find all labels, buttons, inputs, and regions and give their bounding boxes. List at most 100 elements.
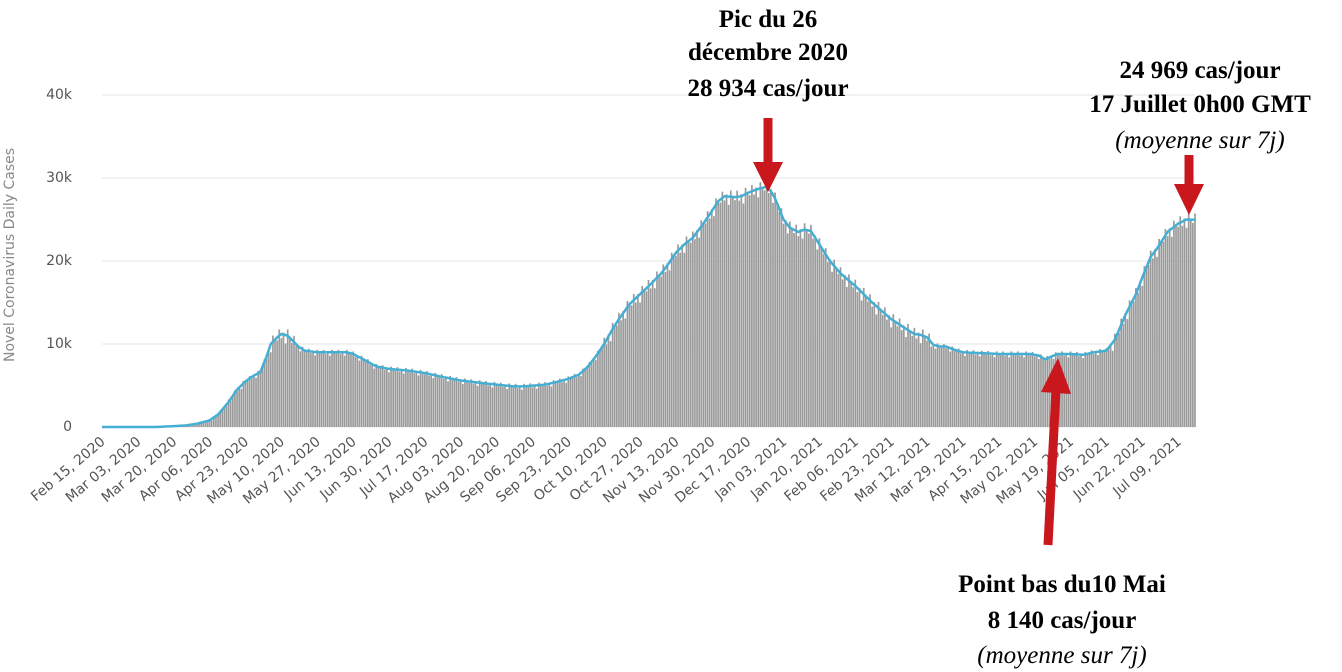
bar [544,382,546,427]
bar [417,375,420,427]
bar [1016,351,1019,427]
bar [666,263,669,427]
bar [717,201,719,427]
bar [1025,351,1028,427]
bar [993,357,996,427]
bar [850,282,852,427]
bar [837,274,840,427]
bar [379,368,382,427]
bar [827,261,829,427]
bar [691,231,694,427]
bar [713,216,715,427]
bar [324,353,327,427]
bar [1128,300,1131,427]
bar [210,420,213,427]
bar [1124,312,1127,427]
bar [1149,250,1152,427]
bar [250,378,253,427]
bar [286,329,289,427]
bar [246,381,249,427]
bar [1145,267,1148,427]
bar [305,352,308,427]
bar [1092,353,1095,427]
bar [402,373,405,427]
arrow-head [753,162,783,192]
bar [502,386,504,427]
bar [603,337,606,427]
bar [386,367,388,427]
bar [1132,301,1135,427]
bar [375,363,378,427]
bar [470,379,473,427]
bar [400,369,403,427]
arrows [753,118,1204,546]
bar [947,346,949,427]
bar [1099,348,1101,427]
bar [343,355,346,427]
bar [447,381,449,427]
bar [478,380,481,427]
bar [845,287,848,427]
bar [293,335,295,427]
y-tick-label: 30k [46,170,73,186]
bar [1175,225,1177,427]
bar [905,337,907,427]
bar [499,382,502,427]
bar [1038,358,1040,427]
bar [421,372,424,427]
y-tick-label: 40k [46,87,73,103]
bar [877,301,880,427]
bar [280,338,283,427]
annotation: Point bas du10 Mai [958,571,1166,598]
bar [514,383,517,427]
bar [390,366,392,427]
bar [706,211,709,427]
bar [902,325,905,427]
bar [1162,241,1165,427]
bar [786,233,789,427]
bar [556,382,559,427]
bar [763,190,766,427]
bar [360,355,363,427]
bar [881,314,884,427]
bar [940,347,943,427]
bar [571,378,574,427]
bar [341,351,344,427]
bar [649,288,652,427]
bar [282,332,285,427]
bar [1027,353,1030,427]
bar [704,223,707,427]
bar [352,351,354,427]
bar [575,377,578,427]
bar [1156,256,1158,427]
bar [1044,360,1047,427]
bar [622,311,625,427]
bar [1004,355,1006,427]
bar [808,233,810,427]
bar [569,378,572,427]
arrow-head [1041,358,1071,394]
bar [987,350,990,427]
bar [445,376,447,427]
bar [696,230,698,427]
bar [1103,352,1106,427]
bar [358,360,361,427]
bar [919,343,922,427]
bar [295,345,297,427]
bar [485,381,487,427]
bar [656,271,658,427]
bar [651,280,654,427]
bar [1179,216,1182,427]
bar [738,200,741,427]
bar [337,349,340,427]
bar [415,370,418,427]
arrow [1043,389,1061,546]
bar [1082,358,1085,427]
bar [1107,349,1110,427]
bar [419,369,422,427]
annotation: 28 934 cas/jour [687,75,848,102]
bar [1189,219,1192,427]
bar [531,387,534,427]
bar [474,381,477,427]
bar [489,383,492,427]
